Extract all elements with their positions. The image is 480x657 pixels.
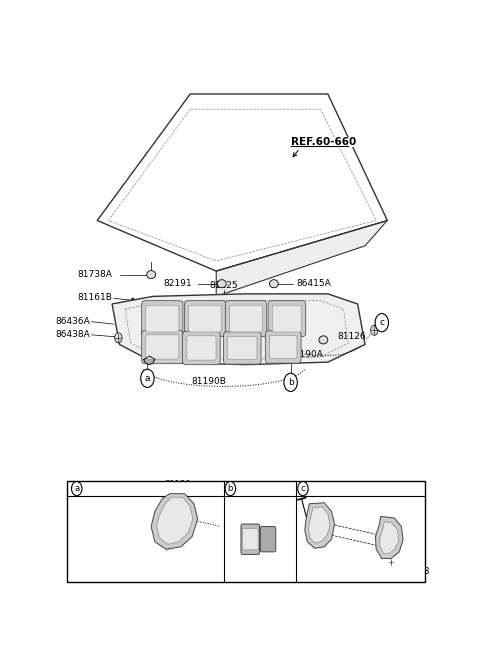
FancyBboxPatch shape [187,336,216,360]
FancyBboxPatch shape [142,301,183,336]
Polygon shape [151,493,198,549]
Text: 81130: 81130 [164,480,191,489]
FancyBboxPatch shape [182,331,220,365]
Circle shape [371,325,378,335]
Polygon shape [305,503,335,549]
Text: REF.60-660: REF.60-660 [290,137,356,147]
Text: 86415A: 86415A [296,279,331,288]
Circle shape [141,369,154,388]
Ellipse shape [147,271,156,279]
FancyBboxPatch shape [189,306,222,332]
Text: 81136: 81136 [71,527,97,536]
Ellipse shape [269,280,278,288]
Polygon shape [112,294,365,365]
Circle shape [165,542,171,550]
FancyBboxPatch shape [142,330,183,364]
Ellipse shape [217,280,226,288]
Circle shape [163,543,169,551]
Circle shape [284,373,297,392]
Text: 81199: 81199 [251,484,280,493]
FancyBboxPatch shape [229,306,263,332]
Circle shape [115,333,122,343]
FancyBboxPatch shape [260,526,276,552]
Text: a: a [74,484,79,493]
Bar [67,481,424,582]
Text: 81161B: 81161B [77,293,112,302]
Text: 1243FF: 1243FF [305,558,336,566]
Text: 86436A: 86436A [55,317,90,326]
Text: 81180L: 81180L [373,503,405,511]
Text: 81190B: 81190B [192,377,226,386]
Circle shape [153,522,158,529]
Text: 1243FC: 1243FC [305,566,337,576]
Text: 81125: 81125 [209,281,238,290]
Text: 81190A: 81190A [289,350,324,359]
Polygon shape [144,356,155,365]
Text: 81180: 81180 [300,524,326,533]
Text: 81738A: 81738A [77,270,112,279]
Text: c: c [379,318,384,327]
FancyBboxPatch shape [268,301,306,336]
Text: 86157A: 86157A [71,550,103,559]
Circle shape [72,482,82,495]
Circle shape [375,313,388,332]
Text: 86438A: 86438A [55,330,90,339]
Text: c: c [300,484,305,493]
FancyBboxPatch shape [146,306,179,332]
FancyBboxPatch shape [228,336,257,359]
FancyBboxPatch shape [146,335,179,359]
FancyBboxPatch shape [224,332,261,364]
Text: a: a [144,374,150,383]
Polygon shape [156,497,193,544]
Circle shape [225,482,236,495]
FancyBboxPatch shape [265,330,301,363]
Polygon shape [309,507,330,543]
FancyBboxPatch shape [272,306,301,332]
FancyBboxPatch shape [184,301,226,336]
Circle shape [298,482,308,495]
FancyBboxPatch shape [242,529,258,550]
Text: 82191: 82191 [163,279,192,288]
Polygon shape [380,522,398,553]
FancyBboxPatch shape [269,335,297,359]
Polygon shape [216,221,387,296]
Text: b: b [228,484,233,493]
Text: b: b [288,378,293,387]
Polygon shape [375,516,403,558]
Circle shape [388,558,394,566]
FancyBboxPatch shape [225,301,267,336]
FancyBboxPatch shape [241,524,260,555]
Text: 1221AE: 1221AE [300,516,332,524]
Text: 81126: 81126 [337,332,366,342]
Text: 81385B: 81385B [397,566,430,576]
Circle shape [153,521,158,529]
Text: 1130DB: 1130DB [71,513,104,522]
Ellipse shape [319,336,328,344]
